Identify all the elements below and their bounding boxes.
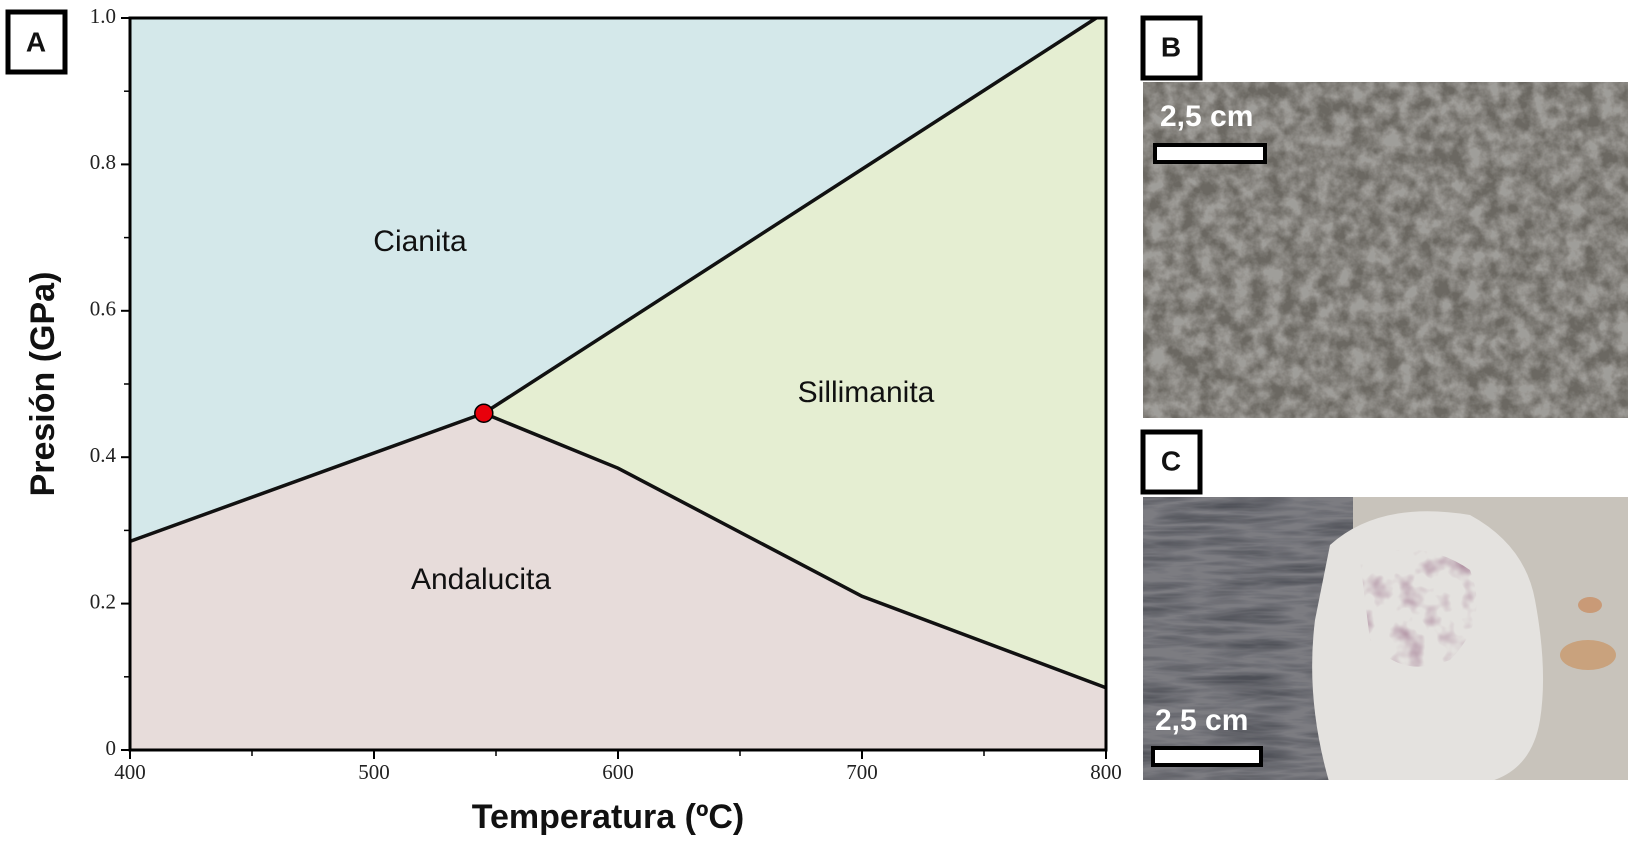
phase-region (483, 18, 1106, 688)
phase-boundary (482, 16, 1098, 415)
panel-label: A (26, 26, 46, 57)
y-tick-label: 0.2 (90, 589, 116, 613)
x-tick-label: 400 (114, 760, 146, 784)
phase-region (130, 18, 1097, 542)
y-tick-label: 0.8 (90, 150, 116, 174)
region-label: Cianita (373, 225, 467, 258)
y-axis-label: Presión (GPa) (24, 272, 62, 497)
scale-bar (1153, 143, 1267, 164)
panel-box (1140, 429, 1203, 495)
phase-boundary (129, 411, 485, 544)
x-tick-label: 800 (1090, 760, 1122, 784)
y-tick-label: 0.4 (90, 443, 117, 467)
scale-label: 2,5 cm (1160, 100, 1253, 133)
phase-region (130, 413, 1106, 750)
photo-b-texture (1143, 82, 1628, 418)
phase-boundary (483, 411, 1107, 690)
region-label: Sillimanita (798, 376, 935, 409)
scale-label: 2,5 cm (1155, 704, 1248, 737)
y-tick-label: 1.0 (90, 4, 116, 28)
panel-label: C (1161, 445, 1181, 476)
x-tick-label: 600 (602, 760, 634, 784)
x-axis-label: Temperatura (ºC) (472, 798, 745, 836)
y-tick-label: 0 (106, 736, 117, 760)
x-tick-label: 700 (846, 760, 878, 784)
panel-box (5, 9, 68, 75)
x-tick-label: 500 (358, 760, 390, 784)
photo-c (1143, 497, 1628, 780)
y-tick-label: 0.6 (90, 297, 116, 321)
plot-area: Cianita Sillimanita Andalucita 400 500 600 700… (24, 4, 1122, 836)
panel-box (1140, 15, 1203, 81)
scale-bar (1151, 746, 1263, 767)
triple-point (474, 403, 494, 424)
panel-label: B (1161, 31, 1181, 62)
region-label: Andalucita (411, 563, 551, 596)
